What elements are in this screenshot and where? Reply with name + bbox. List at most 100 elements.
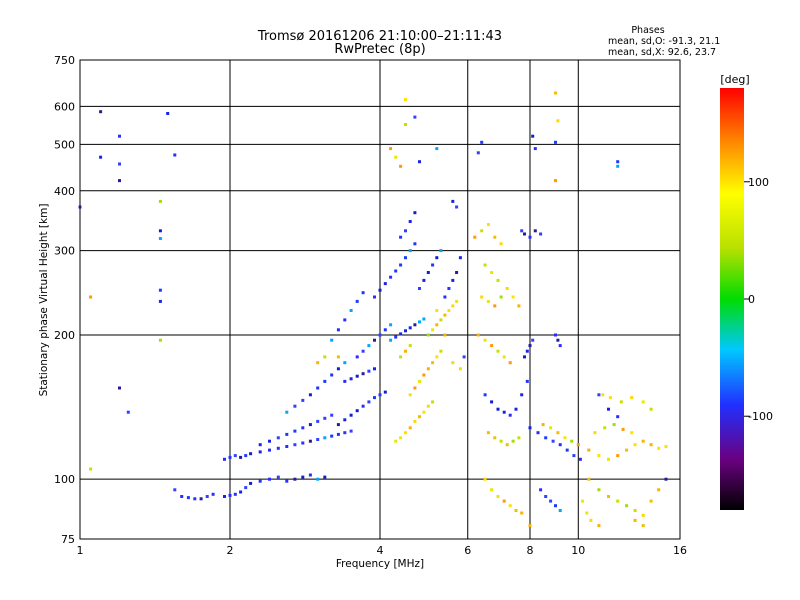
data-point [473,235,477,239]
data-point [601,393,605,397]
data-point [228,455,232,459]
data-point [349,429,353,433]
data-point [422,317,426,321]
title-block: Tromsø 20161206 21:10:00–21:11:43 RwPret… [257,29,502,57]
data-point [585,511,589,515]
data-point [394,269,398,273]
data-point [399,235,403,239]
data-point [158,288,162,292]
data-point [413,323,417,327]
data-point [323,436,327,440]
colorbar-gradient [720,88,744,510]
data-point [239,455,243,459]
data-point [99,155,103,159]
data-point [578,457,582,461]
data-point [587,477,591,481]
data-point [361,349,365,353]
data-point [205,495,209,498]
y-axis-label: Stationary phase Virtual Height [km] [38,204,50,397]
data-point [431,361,435,365]
data-point [249,452,253,456]
data-point [373,338,376,342]
data-point [508,504,512,508]
data-point [223,457,226,461]
data-point [517,436,521,440]
data-point [367,344,371,348]
data-point [408,220,412,223]
data-point [597,454,601,458]
data-point [511,295,515,299]
data-point [399,355,403,359]
data-point [276,475,280,479]
data-point [633,518,637,522]
data-point [336,432,340,436]
data-point [443,313,447,317]
data-point [641,439,645,443]
data-point [301,398,305,402]
data-point [435,323,439,327]
data-point [520,511,524,515]
data-point [544,436,548,440]
data-point [612,423,616,427]
data-point [616,415,620,419]
data-point [118,134,121,138]
x-tick-label: 8 [527,544,534,557]
data-point [389,275,393,279]
data-point [554,140,557,144]
data-point [199,497,203,501]
data-point [180,495,184,498]
x-tick-label: 2 [227,544,234,557]
data-point [426,367,430,371]
data-point [523,355,526,359]
grid [80,60,680,539]
data-point [389,323,393,327]
data-point [554,504,557,508]
data-point [451,199,455,203]
data-point [399,164,403,168]
data-point [383,282,387,286]
data-point [621,427,625,431]
data-point [276,446,280,450]
data-point [173,153,177,157]
data-point [418,160,421,164]
data-point [544,495,548,498]
data-point [664,477,668,481]
data-point [330,413,334,417]
data-point [373,367,376,371]
data-point [404,431,407,435]
data-point [418,287,421,290]
data-point [502,499,506,503]
data-point [508,413,512,417]
colorbar-tick-label: -100 [748,410,773,423]
data-point [554,91,557,95]
data-point [336,328,340,332]
data-points [78,91,668,528]
data-point [435,309,439,312]
data-point [118,386,121,390]
data-point [418,320,421,324]
y-tick-label: 600 [54,100,75,113]
data-point [228,493,232,497]
data-point [413,419,417,423]
data-point [493,304,497,308]
data-point [378,288,382,292]
data-point [597,393,601,397]
data-point [633,443,637,447]
data-point [336,367,340,371]
data-point [118,162,121,166]
x-tick-labels: 1 2 4 6 8 10 16 [77,544,688,557]
data-point [330,373,334,377]
data-point [343,361,347,365]
y-tick-label: 300 [54,245,75,258]
data-point [641,524,645,528]
data-point [186,496,190,500]
data-point [625,448,629,452]
data-point [549,499,553,503]
x-tick-label: 10 [571,544,585,557]
y-tick-label: 75 [61,533,75,546]
data-point [608,396,612,400]
data-point [476,333,480,337]
data-point [531,338,535,342]
data-point [323,379,327,383]
data-point [439,318,443,322]
